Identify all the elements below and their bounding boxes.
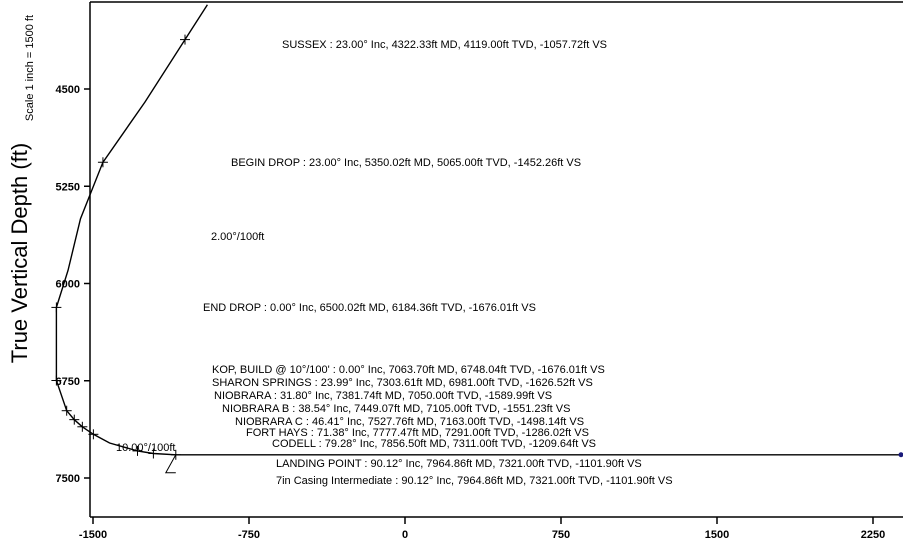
marker-label: NIOBRARA B : 38.54° Inc, 7449.07ft MD, 7…: [222, 403, 570, 415]
x-tick-label: 1500: [705, 529, 729, 541]
x-axis-ticks: -2250-1500-75007501500225030003750: [79, 517, 885, 541]
marker-label: LANDING POINT : 90.12° Inc, 7964.86ft MD…: [276, 458, 642, 470]
marker-label: BEGIN DROP : 23.00° Inc, 5350.02ft MD, 5…: [231, 157, 581, 169]
trajectory-end-point: [898, 452, 903, 458]
dogleg-annotations: 2.00°/100ft 10.00°/100ft: [116, 231, 264, 454]
marker-label: SUSSEX : 23.00° Inc, 4322.33ft MD, 4119.…: [282, 39, 607, 51]
marker-label: END DROP : 0.00° Inc, 6500.02ft MD, 6184…: [203, 302, 536, 314]
y-tick-label: 4500: [56, 84, 80, 96]
y-tick-label: 7500: [56, 473, 80, 485]
x-tick-label: -1500: [79, 529, 107, 541]
x-tick-label: 0: [402, 529, 408, 541]
y-tick-label: 6750: [56, 376, 80, 388]
formation-markers: SUSSEX : 23.00° Inc, 4322.33ft MD, 4119.…: [51, 34, 903, 487]
dogleg-annotation: 2.00°/100ft: [211, 231, 264, 243]
casing-marker: [164, 454, 177, 474]
marker-label: 7in Casing Intermediate : 90.12° Inc, 79…: [276, 475, 673, 487]
y-tick-label: 6000: [56, 279, 80, 291]
marker-label: FORT HAYS : 71.38° Inc, 7777.47ft MD, 72…: [246, 427, 589, 439]
x-tick-label: -750: [238, 529, 260, 541]
x-tick-label: 2250: [861, 529, 885, 541]
dogleg-annotation: 10.00°/100ft: [116, 442, 175, 454]
marker-label: NIOBRARA C : 46.41° Inc, 7527.76ft MD, 7…: [235, 416, 584, 428]
plot-area: [90, 2, 903, 517]
marker-label: NIOBRARA : 31.80° Inc, 7381.74ft MD, 705…: [214, 390, 552, 402]
marker-label: SHARON SPRINGS : 23.99° Inc, 7303.61ft M…: [212, 377, 593, 389]
y-axis-ticks: 4500 5250 6000 6750 7500: [56, 84, 90, 485]
marker-label: KOP, BUILD @ 10°/100' : 0.00° Inc, 7063.…: [212, 364, 605, 376]
y-tick-label: 5250: [56, 181, 80, 193]
x-tick-label: 750: [552, 529, 570, 541]
marker-label: CODELL : 79.28° Inc, 7856.50ft MD, 7311.…: [272, 438, 596, 450]
